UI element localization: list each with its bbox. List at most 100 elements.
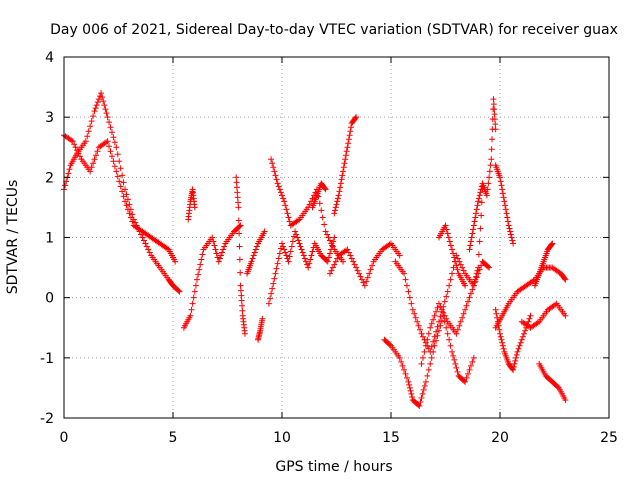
data-point bbox=[340, 258, 347, 265]
data-point-interp bbox=[285, 214, 292, 221]
data-point-interp bbox=[463, 374, 470, 381]
data-point-interp bbox=[504, 218, 511, 225]
data-point-interp bbox=[467, 238, 474, 245]
data-point-interp bbox=[494, 314, 501, 321]
data-point-interp bbox=[102, 106, 109, 113]
data-point-interp bbox=[418, 394, 425, 401]
data-point-interp bbox=[530, 277, 537, 284]
data-point-interp bbox=[99, 94, 106, 101]
data-point-interp bbox=[233, 179, 240, 186]
data-point-interp bbox=[346, 132, 353, 139]
data-point-interp bbox=[421, 382, 428, 389]
data-point-interp bbox=[117, 183, 124, 190]
data-point bbox=[326, 270, 333, 277]
data-point-interp bbox=[468, 234, 475, 241]
data-point-interp bbox=[284, 210, 291, 217]
data-point bbox=[505, 222, 512, 229]
data-point-interp bbox=[552, 301, 559, 308]
data-point bbox=[193, 276, 200, 283]
data-point-interp bbox=[62, 182, 69, 189]
data-point-interp bbox=[502, 206, 509, 213]
data-point-interp bbox=[302, 258, 309, 265]
data-point-interp bbox=[467, 362, 474, 369]
data-point bbox=[187, 312, 194, 319]
data-point-interp bbox=[270, 280, 277, 287]
data-point bbox=[104, 114, 111, 121]
data-point-interp bbox=[485, 263, 492, 270]
data-point bbox=[285, 258, 292, 265]
data-point-interp bbox=[129, 211, 136, 218]
data-point-interp bbox=[189, 300, 196, 307]
x-tick-label: 15 bbox=[382, 430, 400, 446]
data-point-interp bbox=[307, 256, 314, 263]
data-point-interp bbox=[454, 255, 461, 262]
data-point-interp bbox=[437, 303, 444, 310]
data-point-interp bbox=[233, 184, 240, 191]
data-point-interp bbox=[280, 195, 287, 202]
data-point-interp bbox=[238, 297, 245, 304]
data-point-interp bbox=[107, 124, 114, 131]
data-point-interp bbox=[356, 270, 363, 277]
data-point-interp bbox=[267, 295, 274, 302]
data-point-interp bbox=[277, 189, 284, 196]
data-point-interp bbox=[499, 339, 506, 346]
data-point-interp bbox=[445, 234, 452, 241]
data-point-interp bbox=[512, 354, 519, 361]
data-point bbox=[235, 204, 242, 211]
data-point-interp bbox=[250, 252, 257, 259]
data-point-interp bbox=[499, 186, 506, 193]
data-point-interp bbox=[123, 202, 130, 209]
data-point-interp bbox=[478, 212, 485, 219]
data-point-interp bbox=[329, 264, 336, 271]
data-point-interp bbox=[451, 254, 458, 261]
data-point-interp bbox=[126, 210, 133, 217]
data-point-interp bbox=[487, 162, 494, 169]
data-point-interp bbox=[460, 310, 467, 317]
data-point-interp bbox=[469, 286, 476, 293]
data-point bbox=[442, 222, 449, 229]
data-point-interp bbox=[271, 275, 278, 282]
data-point-interp bbox=[85, 128, 92, 135]
data-point bbox=[510, 240, 517, 247]
data-point-interp bbox=[497, 333, 504, 340]
data-point-interp bbox=[199, 251, 206, 258]
data-point-interp bbox=[427, 360, 434, 367]
data-point-interp bbox=[415, 401, 422, 408]
data-point-interp bbox=[334, 255, 341, 262]
data-points bbox=[61, 90, 569, 409]
data-point-interp bbox=[471, 279, 478, 286]
data-point-interp bbox=[350, 258, 357, 265]
data-point-interp bbox=[300, 252, 307, 259]
data-point-interp bbox=[236, 243, 243, 250]
data-point-interp bbox=[295, 237, 302, 244]
data-point-interp bbox=[401, 366, 408, 373]
data-point-interp bbox=[512, 357, 519, 364]
data-point bbox=[209, 234, 216, 241]
data-point bbox=[431, 342, 438, 349]
data-point-interp bbox=[175, 287, 182, 294]
data-point-interp bbox=[491, 106, 498, 113]
data-point-interp bbox=[478, 262, 485, 269]
data-point-interp bbox=[561, 275, 568, 282]
data-point-interp bbox=[463, 302, 470, 309]
data-point-interp bbox=[358, 276, 365, 283]
data-point bbox=[418, 330, 425, 337]
data-point-interp bbox=[475, 251, 482, 258]
data-point-interp bbox=[338, 176, 345, 183]
data-point-interp bbox=[430, 338, 437, 345]
data-point bbox=[427, 348, 434, 355]
data-point-interp bbox=[340, 164, 347, 171]
data-point-interp bbox=[301, 255, 308, 262]
data-point-interp bbox=[474, 202, 481, 209]
data-point-interp bbox=[236, 223, 243, 230]
data-point-interp bbox=[325, 234, 332, 241]
data-point-interp bbox=[108, 129, 115, 136]
data-point bbox=[268, 156, 275, 163]
data-point-interp bbox=[409, 393, 416, 400]
data-point-interp bbox=[554, 383, 561, 390]
data-point-interp bbox=[95, 96, 102, 103]
data-point-interp bbox=[526, 315, 533, 322]
data-point-interp bbox=[192, 282, 199, 289]
data-point-interp bbox=[66, 166, 73, 173]
data-point bbox=[497, 330, 503, 337]
